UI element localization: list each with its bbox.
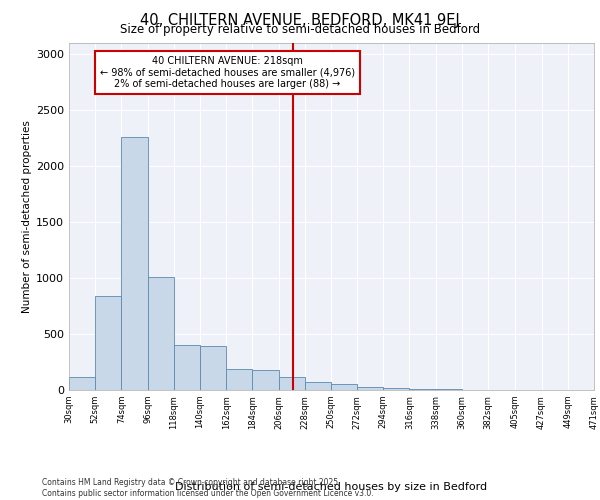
Text: Contains HM Land Registry data © Crown copyright and database right 2025.
Contai: Contains HM Land Registry data © Crown c… [42, 478, 374, 498]
Bar [278, 377, 305, 390]
Bar [95, 296, 121, 390]
Bar [121, 136, 148, 390]
Text: 40, CHILTERN AVENUE, BEDFORD, MK41 9EJ: 40, CHILTERN AVENUE, BEDFORD, MK41 9EJ [140, 12, 460, 28]
Text: Size of property relative to semi-detached houses in Bedford: Size of property relative to semi-detach… [120, 24, 480, 36]
Bar [357, 386, 383, 390]
Bar [253, 370, 278, 390]
X-axis label: Distribution of semi-detached houses by size in Bedford: Distribution of semi-detached houses by … [175, 482, 488, 492]
Bar [200, 346, 226, 390]
Bar [305, 382, 331, 390]
Bar [69, 376, 95, 390]
Bar [331, 384, 357, 390]
Bar [226, 368, 253, 390]
Bar [148, 277, 174, 390]
Bar [174, 345, 200, 390]
Text: 40 CHILTERN AVENUE: 218sqm
← 98% of semi-detached houses are smaller (4,976)
2% : 40 CHILTERN AVENUE: 218sqm ← 98% of semi… [100, 56, 355, 89]
Bar [409, 389, 436, 390]
Y-axis label: Number of semi-detached properties: Number of semi-detached properties [22, 120, 32, 312]
Bar [383, 388, 409, 390]
